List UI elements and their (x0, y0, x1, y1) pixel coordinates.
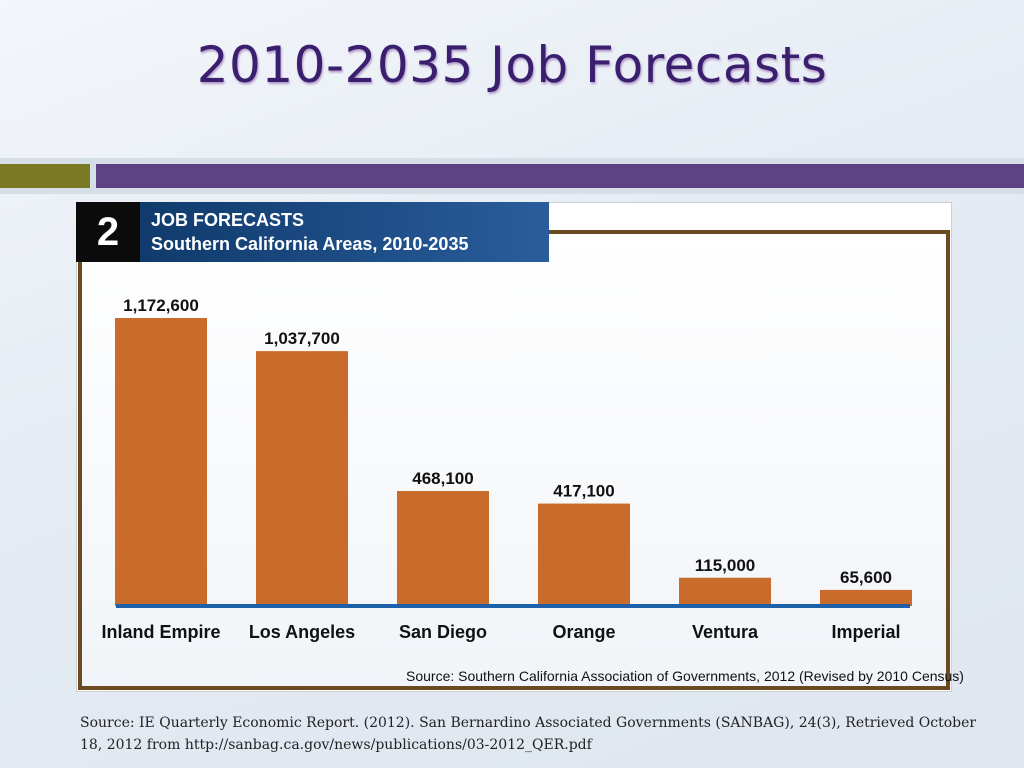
category-label: San Diego (399, 622, 487, 642)
bar (538, 503, 630, 606)
accent-bar-olive (0, 164, 90, 188)
chart-subtitle: Southern California Areas, 2010-2035 (151, 234, 469, 254)
chart-number: 2 (76, 202, 140, 262)
bar (397, 491, 489, 606)
data-label: 468,100 (412, 469, 473, 488)
data-label: 1,037,700 (264, 329, 340, 348)
data-label: 417,100 (553, 482, 614, 501)
data-label: 1,172,600 (123, 296, 199, 315)
bar (115, 318, 207, 606)
category-label: Los Angeles (249, 622, 355, 642)
chart-source: Source: Southern California Association … (406, 668, 964, 684)
bar (679, 577, 771, 606)
category-label: Ventura (692, 622, 759, 642)
category-label: Orange (552, 622, 615, 642)
chart-title: JOB FORECASTS (151, 210, 305, 230)
data-label: 115,000 (695, 556, 756, 575)
chart-frame (78, 230, 950, 690)
bar (256, 351, 348, 606)
footer-source: Source: IE Quarterly Economic Report. (2… (80, 715, 977, 753)
accent-bar-purple (96, 164, 1024, 188)
slide-title: 2010-2035 Job Forecasts (196, 36, 828, 94)
chart-header: 2 JOB FORECASTS Southern California Area… (76, 202, 549, 262)
category-label: Inland Empire (101, 622, 220, 642)
category-label: Imperial (831, 622, 900, 642)
bar (820, 589, 912, 606)
data-label: 65,600 (840, 568, 892, 587)
